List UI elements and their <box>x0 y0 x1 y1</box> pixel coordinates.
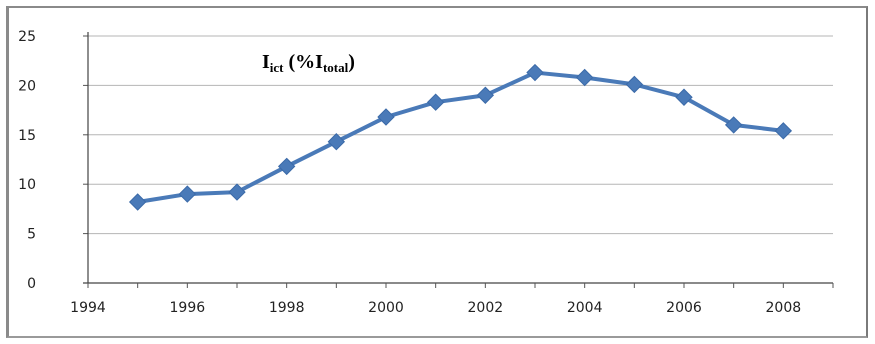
x-tick-label: 2006 <box>666 300 702 316</box>
data-point-marker <box>575 68 594 87</box>
gridlines <box>88 35 833 235</box>
data-point-marker <box>178 185 197 203</box>
y-tick-labels: 0 5 10 15 20 25 <box>18 29 36 292</box>
y-tick-label: 15 <box>18 128 36 144</box>
data-point-marker <box>377 108 395 126</box>
title-subscript-1: ict <box>270 60 284 75</box>
data-point-marker <box>625 75 644 94</box>
x-tick-label: 2002 <box>468 300 504 316</box>
data-point-marker <box>774 122 793 140</box>
x-tick-label: 1994 <box>70 300 106 316</box>
y-tick-label: 5 <box>27 227 36 243</box>
x-tick-label: 2000 <box>368 300 404 316</box>
chart-title: Iict (%Itotal) <box>262 51 355 75</box>
x-tick-label: 2008 <box>766 300 802 316</box>
data-point-marker <box>228 183 246 201</box>
y-tick-label: 20 <box>18 78 36 94</box>
axes <box>83 32 834 288</box>
data-point-marker <box>277 157 296 176</box>
series-line <box>137 70 784 204</box>
title-main-1: I <box>262 51 270 73</box>
series-group <box>128 63 793 211</box>
data-point-marker <box>526 63 544 82</box>
data-point-marker <box>675 88 693 106</box>
x-tick-labels: 1994 1996 1998 2000 2002 2004 2006 2008 <box>70 300 801 316</box>
y-tick-label: 10 <box>18 177 36 193</box>
x-tick-label: 2004 <box>567 300 603 316</box>
title-main-2: (%I <box>284 51 324 73</box>
title-background <box>190 40 422 78</box>
data-point-marker <box>476 86 495 104</box>
data-point-marker <box>327 133 346 151</box>
y-tick-label: 25 <box>18 29 36 45</box>
y-tick-label: 0 <box>27 276 36 292</box>
data-point-marker <box>426 93 445 111</box>
x-tick-label: 1996 <box>170 300 206 316</box>
x-tick-label: 1998 <box>269 300 305 316</box>
title-subscript-2: total <box>323 60 349 75</box>
title-main-3: ) <box>348 51 355 73</box>
data-point-marker <box>128 193 147 211</box>
data-point-marker <box>724 116 743 134</box>
